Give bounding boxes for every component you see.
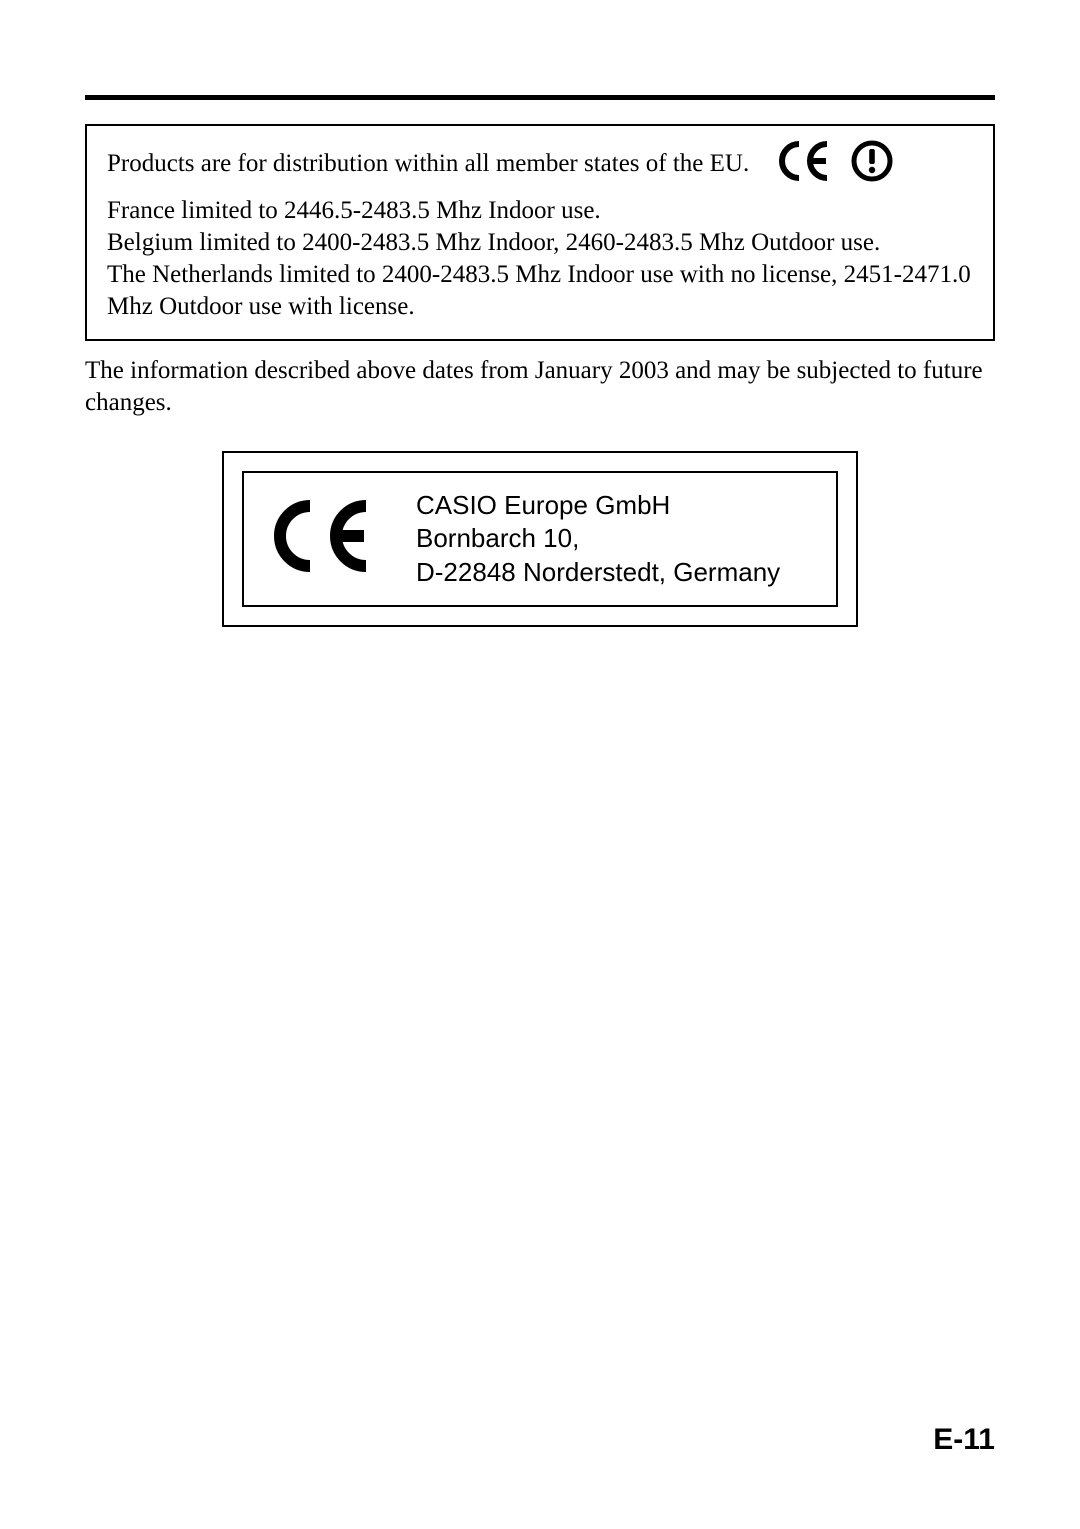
distribution-restrictions: France limited to 2446.5-2483.5 Mhz Indo… bbox=[107, 195, 973, 323]
alert-circle-icon bbox=[851, 140, 893, 187]
restriction-line: The Netherlands limited to 2400-2483.5 M… bbox=[107, 259, 973, 323]
manufacturer-company: CASIO Europe GmbH bbox=[416, 489, 780, 522]
manufacturer-city: D-22848 Norderstedt, Germany bbox=[416, 556, 780, 589]
manufacturer-address: CASIO Europe GmbH Bornbarch 10, D-22848 … bbox=[416, 489, 780, 589]
ce-mark-large-icon bbox=[268, 500, 376, 577]
manufacturer-box-outer: CASIO Europe GmbH Bornbarch 10, D-22848 … bbox=[222, 451, 858, 627]
document-page: Products are for distribution within all… bbox=[0, 0, 1080, 1529]
restriction-line: Belgium limited to 2400-2483.5 Mhz Indoo… bbox=[107, 227, 973, 259]
distribution-box: Products are for distribution within all… bbox=[85, 124, 995, 341]
top-rule bbox=[85, 95, 995, 100]
distribution-box-top-row: Products are for distribution within all… bbox=[107, 140, 973, 187]
compliance-icons bbox=[777, 140, 893, 187]
manufacturer-box-inner: CASIO Europe GmbH Bornbarch 10, D-22848 … bbox=[242, 471, 838, 607]
distribution-intro-text: Products are for distribution within all… bbox=[107, 148, 749, 180]
ce-mark-icon bbox=[777, 140, 833, 187]
page-number: E-11 bbox=[933, 1423, 995, 1457]
manufacturer-street: Bornbarch 10, bbox=[416, 522, 780, 555]
restriction-line: France limited to 2446.5-2483.5 Mhz Indo… bbox=[107, 195, 973, 227]
date-caption: The information described above dates fr… bbox=[85, 355, 995, 419]
